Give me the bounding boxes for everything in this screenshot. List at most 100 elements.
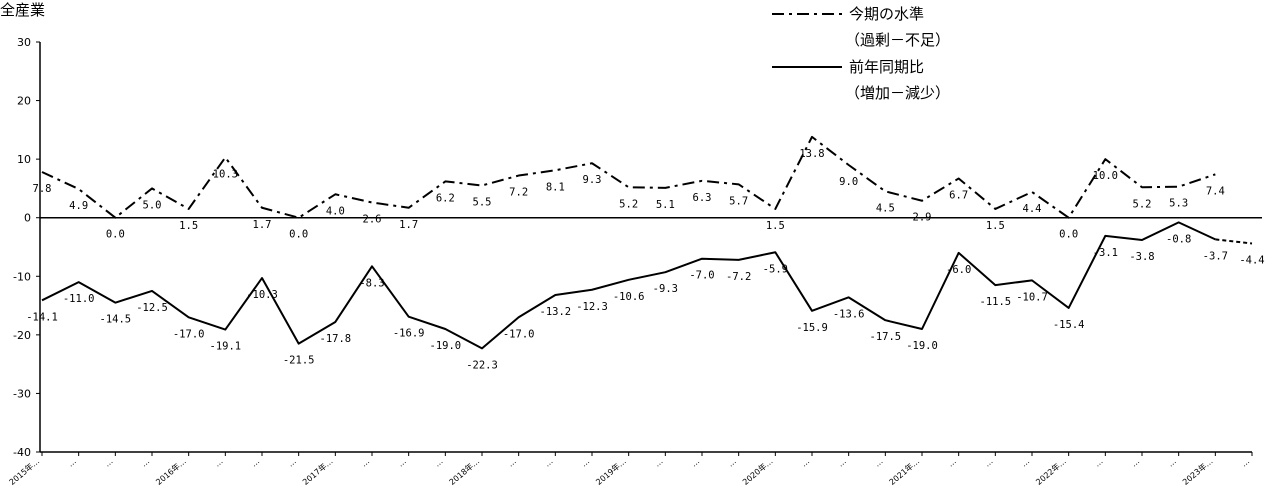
chart-title: 全産業 <box>0 1 45 19</box>
x-tick-label: … <box>983 457 995 469</box>
yoy-data-label: -17.5 <box>870 331 902 343</box>
x-tick-label: … <box>1093 457 1105 469</box>
x-tick-label: … <box>799 457 811 469</box>
x-tick-label: … <box>873 457 885 469</box>
yoy-data-label: -10.7 <box>1016 291 1048 303</box>
yoy-data-label: -12.3 <box>576 301 608 313</box>
y-tick-label: 20 <box>17 95 31 108</box>
yoy-data-label: -17.0 <box>173 328 205 340</box>
yoy-line <box>41 221 1216 350</box>
yoy-data-label: -10.3 <box>246 289 278 301</box>
x-tick-label: … <box>1019 457 1031 469</box>
yoy-data-label: -21.5 <box>283 355 315 367</box>
level-data-label: 7.4 <box>1206 185 1225 197</box>
x-tick-label: … <box>836 457 848 469</box>
level-data-label: 7.2 <box>509 187 528 199</box>
yoy-data-label: -3.7 <box>1203 250 1228 262</box>
x-tick-label: … <box>213 457 225 469</box>
yoy-data-label: -14.1 <box>26 311 58 323</box>
level-data-label: 7.8 <box>33 183 52 195</box>
level-data-label: 0.0 <box>106 229 125 241</box>
level-data-label: 5.2 <box>619 198 638 210</box>
x-tick-label: … <box>66 457 78 469</box>
x-tick-label: … <box>286 457 298 469</box>
legend-yoy-label: 前年同期比 <box>849 58 924 76</box>
yoy-data-label: -0.8 <box>1166 233 1191 245</box>
y-tick-label: 30 <box>17 36 31 49</box>
yoy-data-label: -4.4 <box>1239 254 1264 266</box>
x-tick-label: … <box>1239 457 1251 469</box>
level-data-label: 2.9 <box>913 212 932 224</box>
y-tick-label: -20 <box>13 329 31 342</box>
data-labels: 7.8 4.9 0.0 5.0 1.5 10.3 1.7 0.0 4.0 2.6 1.7 6.2 5.5… <box>26 148 1264 371</box>
x-tick-label: … <box>103 457 115 469</box>
yoy-data-label: -13.2 <box>540 306 572 318</box>
yoy-data-label: -14.5 <box>100 314 132 326</box>
level-data-label: 5.5 <box>473 197 492 209</box>
level-data-label: 5.3 <box>1169 198 1188 210</box>
yoy-data-label: -22.3 <box>466 359 498 371</box>
yoy-line-forecast <box>1215 238 1253 245</box>
x-tick-label: 2018年… <box>447 456 481 487</box>
x-tick-label: … <box>506 457 518 469</box>
x-tick-label: … <box>579 457 591 469</box>
x-tick-label: 2022年… <box>1034 456 1068 487</box>
x-tick-label: 2016年… <box>154 456 188 487</box>
yoy-data-label: -3.8 <box>1129 251 1154 263</box>
x-tick-label: … <box>139 457 151 469</box>
y-tick-label: 0 <box>24 212 31 225</box>
x-tick-label: 2021年… <box>887 456 921 487</box>
yoy-data-label: -17.0 <box>503 328 535 340</box>
x-tick-label: 2017年… <box>300 456 334 487</box>
level-data-label: 10.3 <box>213 168 238 180</box>
level-data-label: 4.4 <box>1023 203 1042 215</box>
level-line <box>41 135 1216 219</box>
level-data-label: 0.0 <box>289 229 308 241</box>
series-yoy <box>41 221 1253 350</box>
x-tick-label: … <box>543 457 555 469</box>
x-tick-label: 2020年… <box>740 456 774 487</box>
level-data-label: 0.0 <box>1059 229 1078 241</box>
yoy-data-label: -8.3 <box>359 277 384 289</box>
x-tick-label: … <box>1166 457 1178 469</box>
level-data-label: 6.7 <box>949 189 968 201</box>
level-data-label: 1.5 <box>766 220 785 232</box>
yoy-data-label: -19.0 <box>430 340 462 352</box>
y-tick-label: -40 <box>13 446 31 459</box>
x-tick-label: … <box>689 457 701 469</box>
yoy-data-label: -11.0 <box>63 293 95 305</box>
yoy-data-label: -13.6 <box>833 308 865 320</box>
legend: 今期の水準 （過剰－不足） 前年同期比 （増加－減少） <box>772 5 950 102</box>
level-data-label: 9.3 <box>583 174 602 186</box>
x-tick-label: … <box>433 457 445 469</box>
yoy-data-label: -3.1 <box>1093 247 1118 259</box>
yoy-data-label: -16.9 <box>393 328 425 340</box>
level-data-label: 4.9 <box>69 200 88 212</box>
yoy-data-label: -7.0 <box>689 270 714 282</box>
level-data-label: 5.0 <box>143 199 162 211</box>
level-data-label: 1.5 <box>986 220 1005 232</box>
yoy-data-label: -12.5 <box>136 302 168 314</box>
level-data-label: 13.8 <box>799 148 824 160</box>
level-data-label: 4.5 <box>876 202 895 214</box>
yoy-data-label: -19.0 <box>906 340 938 352</box>
yoy-data-label: -17.8 <box>320 333 352 345</box>
x-tick-label: … <box>726 457 738 469</box>
yoy-data-label: -5.9 <box>763 263 788 275</box>
x-tick-label: … <box>1129 457 1141 469</box>
yoy-data-label: -9.3 <box>653 283 678 295</box>
legend-yoy-sublabel: （増加－減少） <box>845 84 950 102</box>
level-data-label: 10.0 <box>1093 170 1118 182</box>
series-level <box>41 135 1216 219</box>
level-data-label: 4.0 <box>326 205 345 217</box>
x-tick-label: … <box>946 457 958 469</box>
legend-level-sublabel: （過剰－不足） <box>845 31 950 49</box>
level-data-label: 8.1 <box>546 181 565 193</box>
x-tick-label: 2015年… <box>7 456 41 487</box>
y-tick-label: -10 <box>13 270 31 283</box>
x-tick-label: … <box>396 457 408 469</box>
yoy-data-label: -7.2 <box>726 271 751 283</box>
level-data-label: 1.7 <box>253 219 272 231</box>
legend-level-label: 今期の水準 <box>849 5 924 23</box>
